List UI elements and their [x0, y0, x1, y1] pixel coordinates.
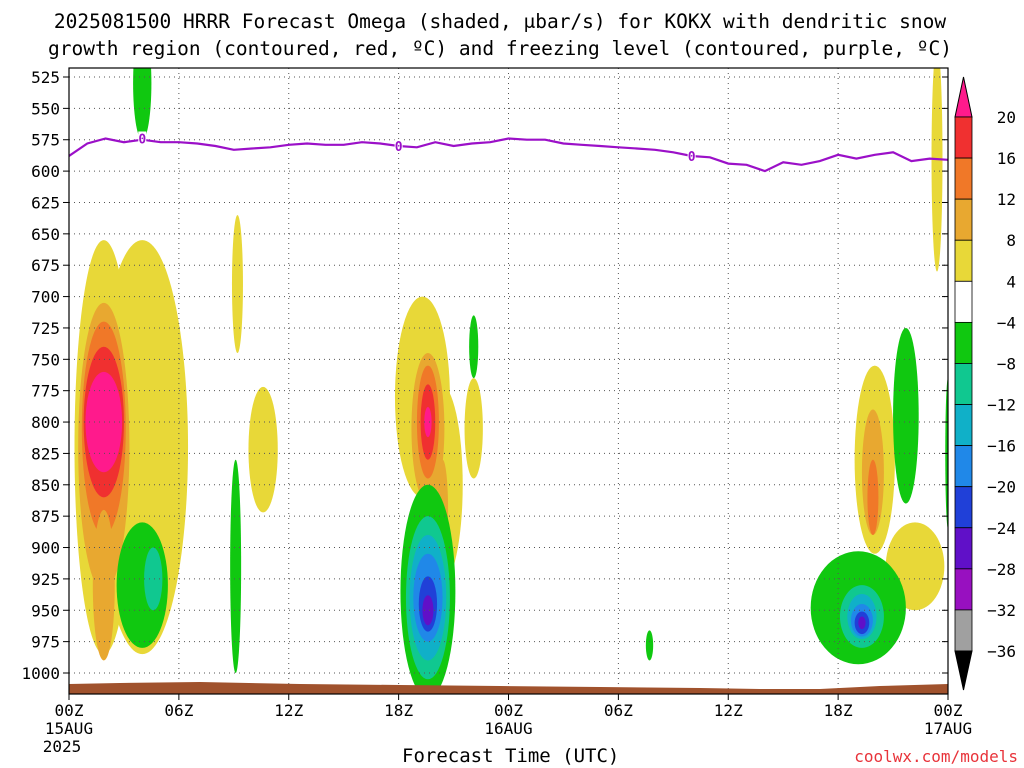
- colorbar-band: [954, 527, 973, 570]
- x-tick-year-label: 2025: [43, 737, 82, 756]
- colorbar-tick-label: −4: [997, 313, 1016, 332]
- x-tick-label: 18Z: [384, 701, 413, 720]
- y-tick-label: 550: [31, 99, 60, 118]
- colorbar-tick-label: −16: [987, 437, 1016, 456]
- y-tick-label: 825: [31, 444, 60, 463]
- freezing-level-label: 0: [688, 150, 696, 165]
- colorbar-tick-label: −36: [987, 642, 1016, 661]
- colorbar-top-arrow: [954, 76, 973, 118]
- freezing-label-bg: [394, 139, 403, 153]
- colorbar-band: [954, 116, 973, 159]
- y-tick-label: 600: [31, 162, 60, 181]
- colorbar-tick-label: 12: [997, 190, 1016, 209]
- omega-region: [133, 68, 152, 140]
- omega-region: [248, 386, 278, 513]
- y-tick-label: 525: [31, 68, 60, 87]
- x-tick-date-label: 16AUG: [484, 719, 532, 738]
- chart-title: 2025081500 HRRR Forecast Omega (shaded, …: [0, 8, 1000, 62]
- site-credit: coolwx.com/models: [854, 747, 1018, 766]
- x-tick-label: 06Z: [164, 701, 193, 720]
- freezing-level-label: 0: [138, 132, 146, 147]
- x-tick-label: 00Z: [55, 701, 84, 720]
- omega-region: [931, 68, 943, 272]
- freezing-level-label: 0: [395, 140, 403, 155]
- colorbar-band: [954, 280, 973, 323]
- omega-region: [867, 459, 879, 535]
- y-tick-label: 900: [31, 539, 60, 558]
- omega-region: [422, 595, 434, 626]
- y-tick-label: 950: [31, 601, 60, 620]
- y-tick-label: 800: [31, 413, 60, 432]
- colorbar-band: [954, 157, 973, 200]
- colorbar-band: [954, 321, 973, 364]
- omega-region: [85, 371, 123, 473]
- y-tick-label: 625: [31, 193, 60, 212]
- y-tick-label: 850: [31, 476, 60, 495]
- omega-region: [464, 378, 483, 479]
- y-tick-label: 975: [31, 633, 60, 652]
- y-tick-label: 650: [31, 225, 60, 244]
- x-tick-label: 00Z: [934, 701, 963, 720]
- y-tick-label: 575: [31, 131, 60, 150]
- freezing-level-line: [69, 137, 948, 173]
- y-tick-label: 875: [31, 507, 60, 526]
- y-tick-label: 675: [31, 256, 60, 275]
- colorbar-tick-label: 20: [997, 108, 1016, 127]
- omega-region: [230, 459, 242, 673]
- colorbar-tick-label: −20: [987, 478, 1016, 497]
- freezing-label-bg: [687, 149, 696, 163]
- colorbar-band: [954, 239, 973, 282]
- y-tick-label: 925: [31, 570, 60, 589]
- x-tick-label: 06Z: [604, 701, 633, 720]
- colorbar-band: [954, 198, 973, 241]
- omega-shading: [74, 68, 948, 694]
- y-tick-label: 750: [31, 350, 60, 369]
- title-line-1: 2025081500 HRRR Forecast Omega (shaded, …: [53, 10, 947, 33]
- plot-background: [69, 68, 948, 694]
- x-tick-label: 18Z: [824, 701, 853, 720]
- colorbar-tick-label: −8: [997, 354, 1016, 373]
- omega-region: [231, 215, 243, 354]
- colorbar-tick-label: −12: [987, 396, 1016, 415]
- x-tick-date-label: 17AUG: [924, 719, 972, 738]
- ground-surface: [69, 682, 948, 694]
- x-tick-label: 00Z: [494, 701, 523, 720]
- x-tick-label: 12Z: [714, 701, 743, 720]
- y-tick-label: 1000: [21, 664, 60, 683]
- colorbar-bottom-arrow: [954, 650, 973, 691]
- y-tick-label: 725: [31, 319, 60, 338]
- y-tick-label: 700: [31, 288, 60, 307]
- omega-region: [893, 327, 919, 504]
- freezing-label-bg: [138, 131, 147, 145]
- colorbar-tick-label: −32: [987, 601, 1016, 620]
- omega-region: [858, 616, 866, 630]
- colorbar-band: [954, 568, 973, 611]
- omega-region: [144, 547, 163, 611]
- omega-region: [424, 406, 432, 438]
- freezing-level-layer: 0 0 0: [69, 131, 948, 173]
- colorbar-tick-label: −24: [987, 519, 1016, 538]
- x-tick-date-label: 15AUG: [45, 719, 93, 738]
- omega-region: [645, 630, 654, 661]
- y-axis: 525 550 575 600 625 650 675 700 725 750 775 800 825 8…: [21, 68, 948, 683]
- colorbar-band: [954, 486, 973, 529]
- colorbar-tick-label: 8: [1006, 231, 1016, 250]
- omega-region: [92, 509, 115, 661]
- colorbar-tick-label: 4: [1006, 272, 1016, 291]
- colorbar-band: [954, 404, 973, 447]
- omega-region: [469, 315, 479, 379]
- x-tick-label: 12Z: [274, 701, 303, 720]
- x-axis-label: Forecast Time (UTC): [402, 745, 620, 767]
- colorbar-band: [954, 445, 973, 488]
- colorbar-tick-label: −28: [987, 560, 1016, 579]
- colorbar-tick-label: 16: [997, 149, 1016, 168]
- colorbar-band: [954, 609, 973, 652]
- colorbar-band: [954, 363, 973, 405]
- colorbar: 20 16 12 8 4 −4 −8 −12 −16 −20 −24 −28 −32 −36: [954, 76, 1016, 691]
- title-line-2: growth region (contoured, red, ºC) and f…: [48, 37, 952, 60]
- y-tick-label: 775: [31, 382, 60, 401]
